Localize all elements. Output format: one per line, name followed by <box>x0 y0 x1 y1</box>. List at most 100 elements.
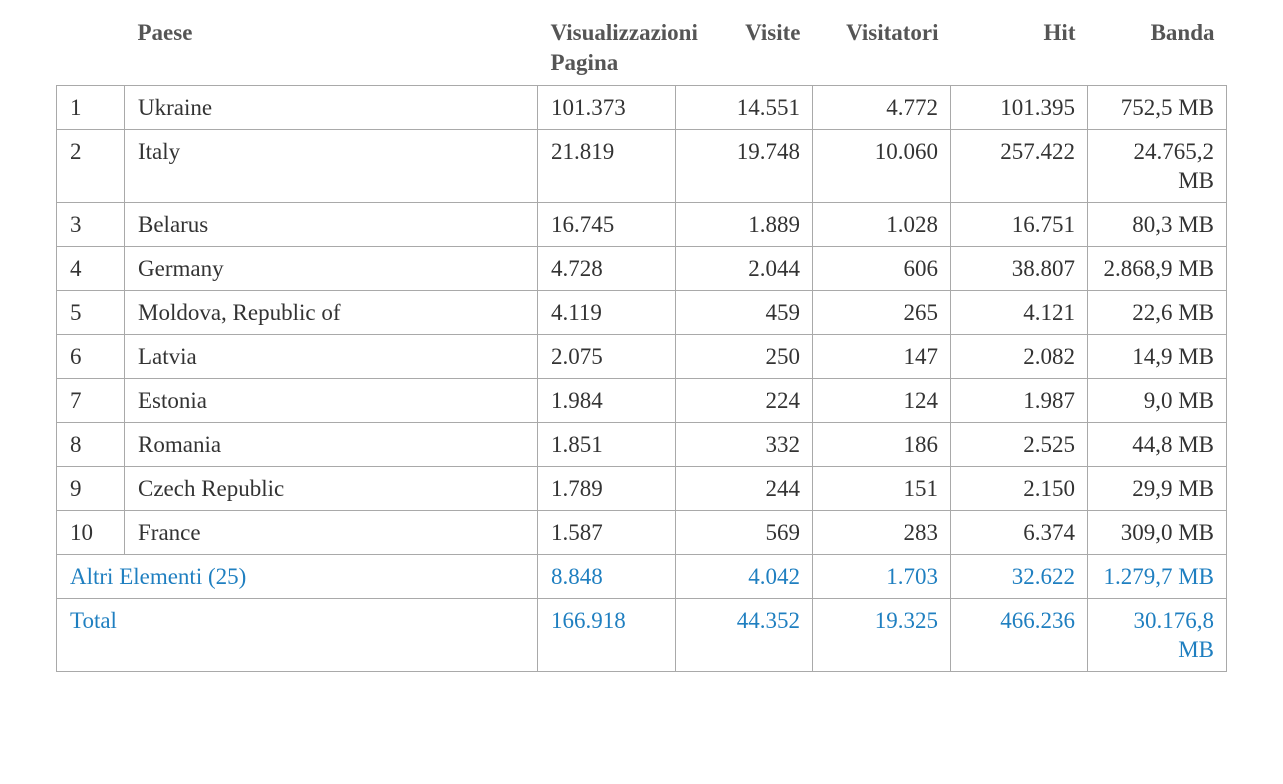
cell-hits: 2.082 <box>950 334 1088 379</box>
header-bandwidth: Banda <box>1150 20 1215 45</box>
table-row: 10 France 1.587 569 283 6.374 309,0 MB <box>56 510 1227 555</box>
cell-rank: 8 <box>56 422 125 467</box>
cell-rank: 6 <box>56 334 125 379</box>
cell-country: Ukraine <box>124 85 538 130</box>
cell-country: Moldova, Republic of <box>124 290 538 335</box>
others-row: Altri Elementi (25) 8.848 4.042 1.703 32… <box>56 554 1227 599</box>
cell-pageviews: 16.745 <box>537 202 676 247</box>
cell-bandwidth: 24.765,2 MB <box>1087 129 1227 203</box>
table-row: 1 Ukraine 101.373 14.551 4.772 101.395 7… <box>56 85 1227 130</box>
cell-visits: 1.889 <box>675 202 813 247</box>
cell-visitors: 124 <box>812 378 951 423</box>
cell-country: Latvia <box>124 334 538 379</box>
cell-visits: 250 <box>675 334 813 379</box>
total-label: Total <box>56 598 538 672</box>
cell-pageviews: 101.373 <box>537 85 676 130</box>
table-row: 3 Belarus 16.745 1.889 1.028 16.751 80,3… <box>56 202 1227 247</box>
others-bandwidth: 1.279,7 MB <box>1087 554 1227 599</box>
cell-visitors: 147 <box>812 334 951 379</box>
cell-country: Germany <box>124 246 538 291</box>
cell-visits: 19.748 <box>675 129 813 203</box>
table-row: 9 Czech Republic 1.789 244 151 2.150 29,… <box>56 466 1227 511</box>
country-stats-table-container: Paese Visualizzazioni Pagina Visite Visi… <box>56 14 1227 672</box>
total-pageviews: 166.918 <box>537 598 676 672</box>
cell-visitors: 4.772 <box>812 85 951 130</box>
cell-visits: 569 <box>675 510 813 555</box>
cell-rank: 10 <box>56 510 125 555</box>
cell-hits: 6.374 <box>950 510 1088 555</box>
header-rank <box>57 14 125 86</box>
cell-bandwidth: 44,8 MB <box>1087 422 1227 467</box>
cell-pageviews: 2.075 <box>537 334 676 379</box>
cell-pageviews: 1.984 <box>537 378 676 423</box>
total-row: Total 166.918 44.352 19.325 466.236 30.1… <box>56 598 1227 672</box>
cell-bandwidth: 29,9 MB <box>1087 466 1227 511</box>
cell-hits: 101.395 <box>950 85 1088 130</box>
header-pageviews: Visualizzazioni Pagina <box>550 20 698 75</box>
cell-bandwidth: 752,5 MB <box>1087 85 1227 130</box>
cell-pageviews: 1.587 <box>537 510 676 555</box>
others-visitors: 1.703 <box>812 554 951 599</box>
cell-hits: 38.807 <box>950 246 1088 291</box>
country-stats-table: Paese Visualizzazioni Pagina Visite Visi… <box>56 14 1227 672</box>
cell-country: Estonia <box>124 378 538 423</box>
cell-rank: 9 <box>56 466 125 511</box>
cell-visitors: 1.028 <box>812 202 951 247</box>
cell-visits: 244 <box>675 466 813 511</box>
total-bandwidth: 30.176,8 MB <box>1087 598 1227 672</box>
cell-visitors: 10.060 <box>812 129 951 203</box>
cell-bandwidth: 14,9 MB <box>1087 334 1227 379</box>
table-row: 7 Estonia 1.984 224 124 1.987 9,0 MB <box>56 378 1227 423</box>
cell-rank: 1 <box>56 85 125 130</box>
cell-hits: 1.987 <box>950 378 1088 423</box>
cell-visits: 224 <box>675 378 813 423</box>
cell-pageviews: 21.819 <box>537 129 676 203</box>
others-pageviews: 8.848 <box>537 554 676 599</box>
cell-bandwidth: 2.868,9 MB <box>1087 246 1227 291</box>
header-country: Paese <box>137 20 193 45</box>
cell-hits: 2.150 <box>950 466 1088 511</box>
cell-country: Belarus <box>124 202 538 247</box>
cell-bandwidth: 22,6 MB <box>1087 290 1227 335</box>
cell-rank: 4 <box>56 246 125 291</box>
others-label: Altri Elementi (25) <box>56 554 538 599</box>
cell-pageviews: 1.789 <box>537 466 676 511</box>
cell-rank: 2 <box>56 129 125 203</box>
header-hits: Hit <box>1043 20 1076 45</box>
header-visitors: Visitatori <box>846 20 939 45</box>
cell-visits: 2.044 <box>675 246 813 291</box>
cell-country: Czech Republic <box>124 466 538 511</box>
cell-visits: 14.551 <box>675 85 813 130</box>
cell-country: Romania <box>124 422 538 467</box>
total-hits: 466.236 <box>950 598 1088 672</box>
cell-visits: 332 <box>675 422 813 467</box>
cell-hits: 4.121 <box>950 290 1088 335</box>
cell-rank: 5 <box>56 290 125 335</box>
cell-visitors: 265 <box>812 290 951 335</box>
table-header: Paese Visualizzazioni Pagina Visite Visi… <box>57 14 1227 86</box>
cell-country: Italy <box>124 129 538 203</box>
cell-rank: 3 <box>56 202 125 247</box>
header-visits: Visite <box>745 20 801 45</box>
cell-rank: 7 <box>56 378 125 423</box>
cell-bandwidth: 309,0 MB <box>1087 510 1227 555</box>
cell-country: France <box>124 510 538 555</box>
total-visitors: 19.325 <box>812 598 951 672</box>
cell-bandwidth: 80,3 MB <box>1087 202 1227 247</box>
cell-hits: 2.525 <box>950 422 1088 467</box>
header-row: Paese Visualizzazioni Pagina Visite Visi… <box>57 14 1227 86</box>
cell-pageviews: 4.119 <box>537 290 676 335</box>
cell-pageviews: 1.851 <box>537 422 676 467</box>
others-visits: 4.042 <box>675 554 813 599</box>
cell-pageviews: 4.728 <box>537 246 676 291</box>
table-body: 1 Ukraine 101.373 14.551 4.772 101.395 7… <box>56 85 1227 672</box>
cell-visits: 459 <box>675 290 813 335</box>
table-row: 6 Latvia 2.075 250 147 2.082 14,9 MB <box>56 334 1227 379</box>
others-hits: 32.622 <box>950 554 1088 599</box>
table-row: 4 Germany 4.728 2.044 606 38.807 2.868,9… <box>56 246 1227 291</box>
cell-visitors: 151 <box>812 466 951 511</box>
table-row: 8 Romania 1.851 332 186 2.525 44,8 MB <box>56 422 1227 467</box>
table-row: 2 Italy 21.819 19.748 10.060 257.422 24.… <box>56 129 1227 203</box>
cell-visitors: 606 <box>812 246 951 291</box>
cell-hits: 257.422 <box>950 129 1088 203</box>
